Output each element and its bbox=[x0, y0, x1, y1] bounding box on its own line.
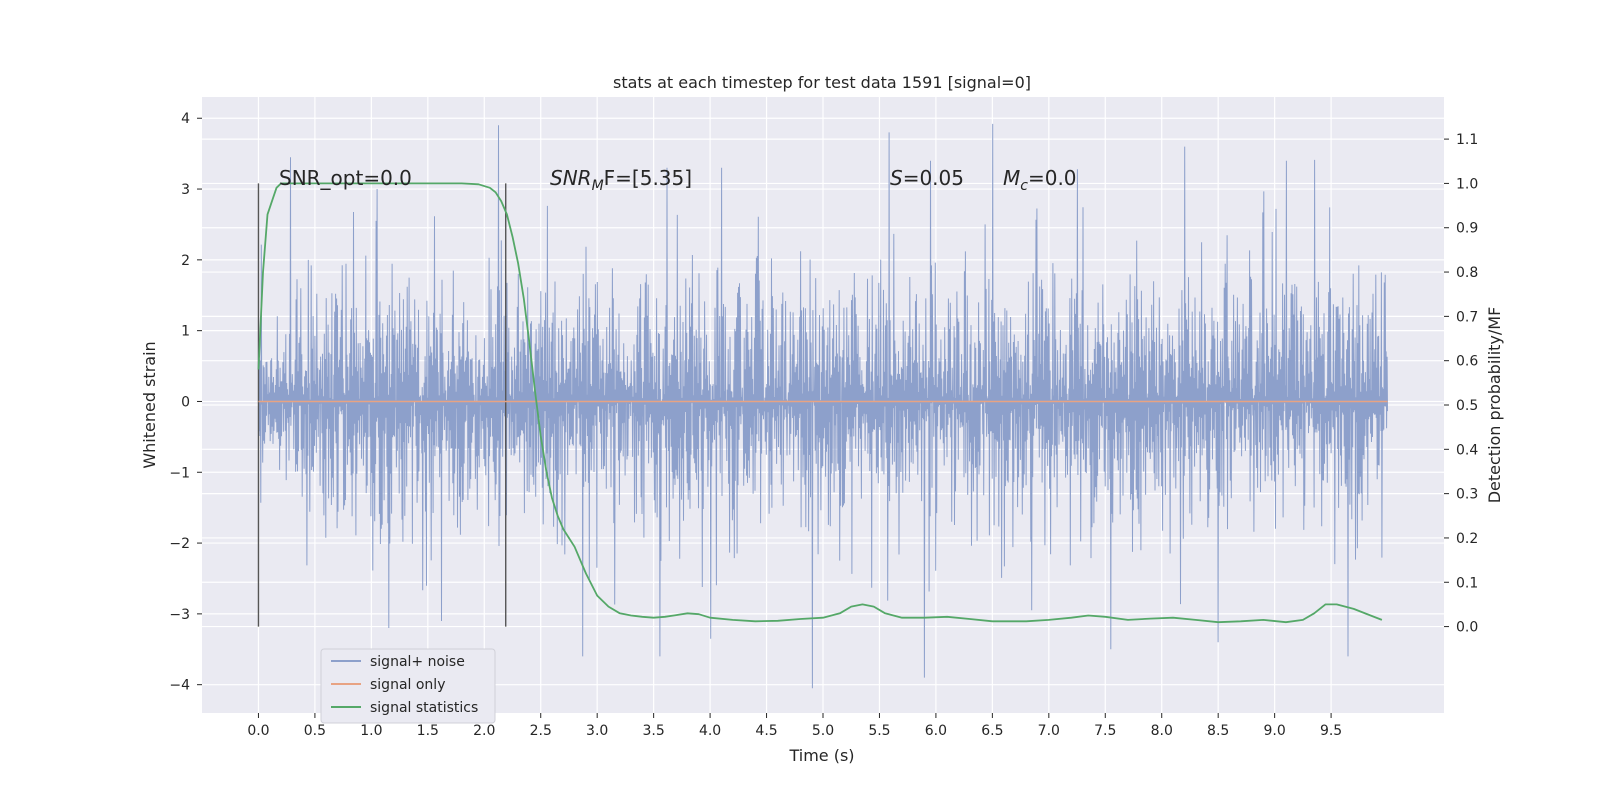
y2-tick-label: 0.9 bbox=[1456, 221, 1478, 237]
x-tick-label: 1.5 bbox=[417, 723, 439, 739]
vertical-markers bbox=[257, 183, 507, 627]
x-tick-label: 7.0 bbox=[1038, 723, 1060, 739]
x-tick-label: 7.5 bbox=[1094, 723, 1116, 739]
x-tick-label: 4.0 bbox=[699, 723, 721, 739]
y-tick-label: 2 bbox=[181, 253, 190, 269]
x-tick-label: 8.5 bbox=[1207, 723, 1229, 739]
annotation-s: S=0.05 bbox=[890, 166, 964, 190]
x-tick-label: 2.5 bbox=[530, 723, 552, 739]
annotation-mc-main: M bbox=[1003, 166, 1020, 190]
x-tick-label: 4.5 bbox=[755, 723, 777, 739]
annotation-s-main: S bbox=[890, 166, 903, 190]
x-tick-label: 1.0 bbox=[360, 723, 382, 739]
x-axis-ticks: 0.0 0.5 1.0 1.5 2.0 2.5 3.0 3.5 4.0 4.5 5.0 5.5 6.0 6… bbox=[247, 713, 1342, 739]
y2-tick-label: 0.1 bbox=[1456, 575, 1478, 591]
x-tick-label: 6.0 bbox=[925, 723, 947, 739]
x-tick-label: 8.0 bbox=[1151, 723, 1173, 739]
y2-tick-label: 0.3 bbox=[1456, 487, 1478, 503]
x-tick-label: 6.5 bbox=[981, 723, 1003, 739]
annotation-snr-mf-rest: F=[5.35] bbox=[604, 166, 692, 190]
y2-axis-label: Detection probability/MF bbox=[1485, 307, 1504, 504]
y-tick-label: −4 bbox=[169, 678, 190, 694]
y-tick-label: −1 bbox=[169, 465, 190, 481]
series-signal-statistics bbox=[257, 182, 1383, 624]
x-tick-label: 0.0 bbox=[247, 723, 269, 739]
x-tick-label: 0.5 bbox=[304, 723, 326, 739]
annotation-snr-mf: SNRMF=[5.35] bbox=[550, 166, 692, 194]
chart-title: stats at each timestep for test data 159… bbox=[613, 73, 1031, 92]
y-tick-label: 0 bbox=[181, 394, 190, 410]
y-tick-label: 3 bbox=[181, 182, 190, 198]
noise-trace bbox=[258, 123, 1388, 689]
y-tick-label: −3 bbox=[169, 607, 190, 623]
x-tick-label: 9.0 bbox=[1264, 723, 1286, 739]
y2-tick-label: 0.7 bbox=[1456, 309, 1478, 325]
y2-tick-label: 0.4 bbox=[1456, 442, 1478, 458]
x-axis-label: Time (s) bbox=[788, 746, 854, 765]
y2-tick-label: 1.1 bbox=[1456, 132, 1478, 148]
annotation-s-rest: =0.05 bbox=[903, 166, 964, 190]
legend: signal+ noise signal only signal statist… bbox=[320, 648, 496, 724]
annotation-snr-mf-sub: M bbox=[592, 178, 604, 194]
annotation-mc-sub: c bbox=[1020, 178, 1028, 194]
y-axis-ticks: −4 −3 −2 −1 0 1 2 3 4 bbox=[169, 111, 202, 694]
legend-label-signal-statistics: signal statistics bbox=[370, 700, 478, 716]
annotation-snr-mf-main: SNR bbox=[550, 166, 592, 190]
x-tick-label: 3.5 bbox=[643, 723, 665, 739]
annotation-mc-rest: =0.0 bbox=[1028, 166, 1077, 190]
y2-tick-label: 0.6 bbox=[1456, 354, 1478, 370]
annotation-mc: Mc=0.0 bbox=[1003, 166, 1077, 194]
y-tick-label: 1 bbox=[181, 324, 190, 340]
annotation-snr-opt: SNR_opt=0.0 bbox=[279, 166, 412, 190]
y-tick-label: −2 bbox=[169, 536, 190, 552]
x-tick-label: 5.5 bbox=[868, 723, 890, 739]
y2-axis-ticks: 0.0 0.1 0.2 0.3 0.4 0.5 0.6 0.7 0.8 0.9 1.0 1.1 bbox=[1444, 132, 1478, 636]
legend-label-signal-only: signal only bbox=[370, 677, 445, 693]
legend-box bbox=[320, 648, 496, 724]
x-tick-label: 3.0 bbox=[586, 723, 608, 739]
x-tick-label: 2.0 bbox=[473, 723, 495, 739]
y-axis-label: Whitened strain bbox=[140, 341, 159, 468]
y2-tick-label: 0.8 bbox=[1456, 265, 1478, 281]
y2-tick-label: 1.0 bbox=[1456, 176, 1478, 192]
series-signal-plus-noise bbox=[258, 123, 1388, 689]
x-tick-label: 9.5 bbox=[1320, 723, 1342, 739]
signal-statistics-line bbox=[257, 182, 1383, 624]
y2-tick-label: 0.5 bbox=[1456, 398, 1478, 414]
y2-tick-label: 0.2 bbox=[1456, 531, 1478, 547]
x-tick-label: 5.0 bbox=[812, 723, 834, 739]
y-tick-label: 4 bbox=[181, 111, 190, 127]
legend-label-noise: signal+ noise bbox=[370, 654, 465, 670]
y2-tick-label: 0.0 bbox=[1456, 620, 1478, 636]
